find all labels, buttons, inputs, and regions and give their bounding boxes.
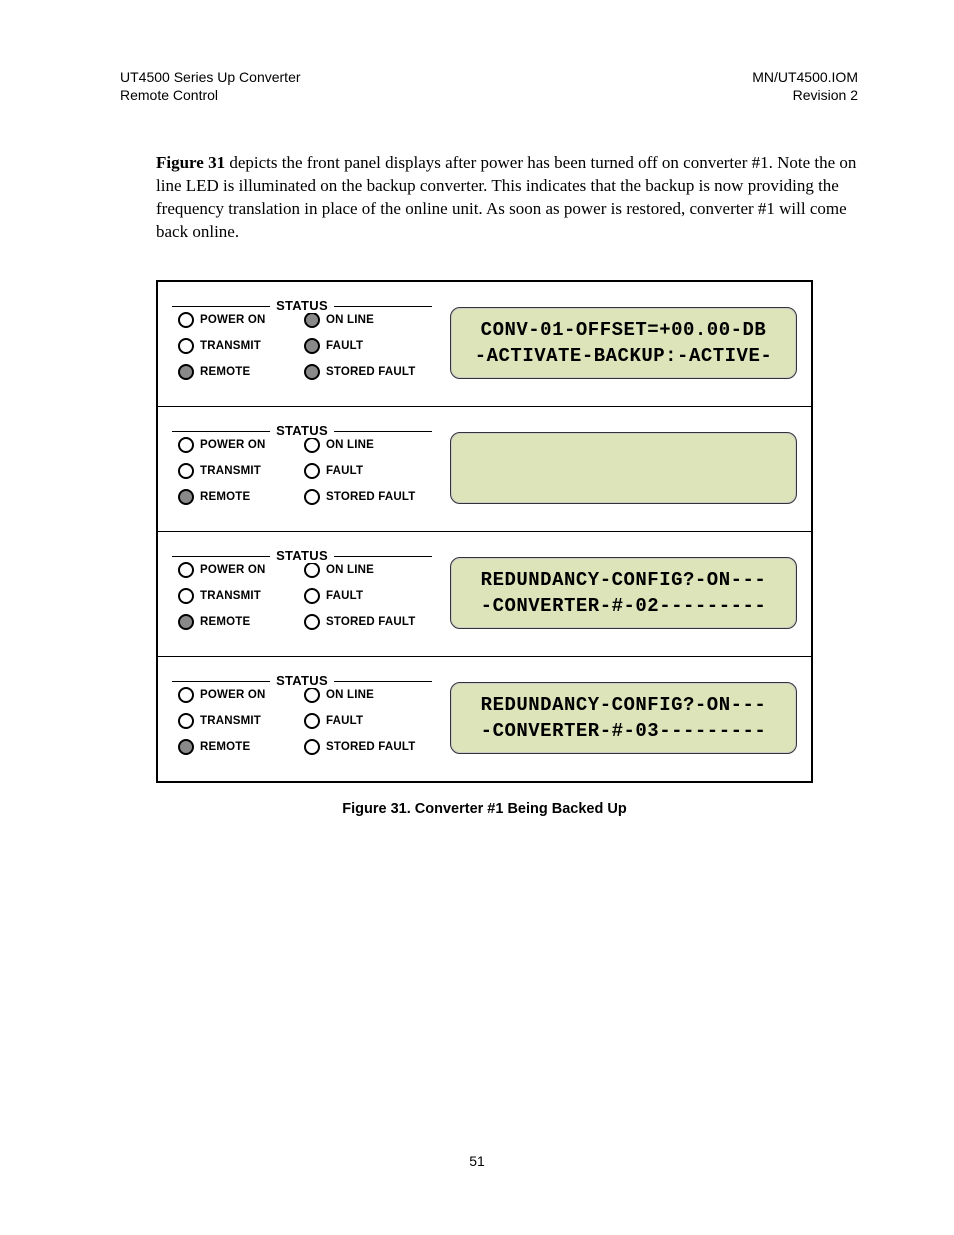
status-title: STATUS xyxy=(270,423,334,438)
led-label-stored-fault: STORED FAULT xyxy=(326,741,416,753)
figure-box: STATUS POWER ON ON LINE TRANSMIT FAULT R… xyxy=(156,280,813,783)
led-label-transmit: TRANSMIT xyxy=(200,590,261,602)
led-transmit xyxy=(178,588,194,604)
led-fault xyxy=(304,588,320,604)
header-docid: MN/UT4500.IOM xyxy=(752,68,858,86)
led-label-remote: REMOTE xyxy=(200,366,250,378)
lcd-display xyxy=(450,432,797,504)
led-label-transmit: TRANSMIT xyxy=(200,715,261,727)
led-label-stored-fault: STORED FAULT xyxy=(326,366,416,378)
lcd-line-1: REDUNDANCY-CONFIG?-ON--- xyxy=(481,567,767,594)
led-power-on xyxy=(178,687,194,703)
led-label-on-line: ON LINE xyxy=(326,439,374,451)
led-label-on-line: ON LINE xyxy=(326,314,374,326)
led-label-power-on: POWER ON xyxy=(200,439,266,451)
header-revision: Revision 2 xyxy=(752,86,858,104)
lcd-display: CONV-01-OFFSET=+00.00-DB -ACTIVATE-BACKU… xyxy=(450,307,797,379)
status-title: STATUS xyxy=(270,548,334,563)
figure-ref: Figure 31 xyxy=(156,153,225,172)
paragraph-text: depicts the front panel displays after p… xyxy=(156,153,856,241)
led-label-remote: REMOTE xyxy=(200,741,250,753)
led-label-power-on: POWER ON xyxy=(200,689,266,701)
led-remote xyxy=(178,489,194,505)
led-label-on-line: ON LINE xyxy=(326,689,374,701)
header-product: UT4500 Series Up Converter xyxy=(120,68,301,86)
converter-panel-4: STATUS POWER ON ON LINE TRANSMIT FAULT R… xyxy=(158,656,811,781)
lcd-display: REDUNDANCY-CONFIG?-ON--- -CONVERTER-#-03… xyxy=(450,682,797,754)
led-label-stored-fault: STORED FAULT xyxy=(326,491,416,503)
led-remote xyxy=(178,739,194,755)
lcd-display: REDUNDANCY-CONFIG?-ON--- -CONVERTER-#-02… xyxy=(450,557,797,629)
led-fault xyxy=(304,338,320,354)
led-on-line xyxy=(304,562,320,578)
lcd-line-2: -CONVERTER-#-02--------- xyxy=(481,593,767,620)
led-on-line xyxy=(304,437,320,453)
led-on-line xyxy=(304,312,320,328)
status-title: STATUS xyxy=(270,673,334,688)
lcd-line-2: -ACTIVATE-BACKUP:-ACTIVE- xyxy=(475,343,773,370)
lcd-line-1: REDUNDANCY-CONFIG?-ON--- xyxy=(481,692,767,719)
led-label-fault: FAULT xyxy=(326,340,363,352)
lcd-line-1: CONV-01-OFFSET=+00.00-DB xyxy=(481,317,767,344)
led-label-power-on: POWER ON xyxy=(200,564,266,576)
led-transmit xyxy=(178,338,194,354)
led-label-remote: REMOTE xyxy=(200,616,250,628)
led-power-on xyxy=(178,437,194,453)
led-power-on xyxy=(178,562,194,578)
status-group: STATUS POWER ON ON LINE TRANSMIT FAULT R… xyxy=(172,298,432,388)
led-fault xyxy=(304,463,320,479)
led-stored-fault xyxy=(304,739,320,755)
led-remote xyxy=(178,614,194,630)
page-number: 51 xyxy=(0,1153,954,1169)
status-group: STATUS POWER ON ON LINE TRANSMIT FAULT R… xyxy=(172,423,432,513)
led-label-on-line: ON LINE xyxy=(326,564,374,576)
led-label-fault: FAULT xyxy=(326,715,363,727)
converter-panel-1: STATUS POWER ON ON LINE TRANSMIT FAULT R… xyxy=(158,282,811,406)
led-label-fault: FAULT xyxy=(326,465,363,477)
header-section: Remote Control xyxy=(120,86,301,104)
status-title: STATUS xyxy=(270,298,334,313)
converter-panel-3: STATUS POWER ON ON LINE TRANSMIT FAULT R… xyxy=(158,531,811,656)
led-power-on xyxy=(178,312,194,328)
body-paragraph: Figure 31 depicts the front panel displa… xyxy=(156,152,858,244)
led-transmit xyxy=(178,463,194,479)
figure-caption: Figure 31. Converter #1 Being Backed Up xyxy=(156,801,813,817)
led-transmit xyxy=(178,713,194,729)
led-stored-fault xyxy=(304,364,320,380)
lcd-line-2: -CONVERTER-#-03--------- xyxy=(481,718,767,745)
led-stored-fault xyxy=(304,489,320,505)
page-header: UT4500 Series Up Converter Remote Contro… xyxy=(120,68,858,104)
led-label-power-on: POWER ON xyxy=(200,314,266,326)
converter-panel-2: STATUS POWER ON ON LINE TRANSMIT FAULT R… xyxy=(158,406,811,531)
led-label-transmit: TRANSMIT xyxy=(200,465,261,477)
led-stored-fault xyxy=(304,614,320,630)
led-on-line xyxy=(304,687,320,703)
led-remote xyxy=(178,364,194,380)
led-label-remote: REMOTE xyxy=(200,491,250,503)
status-group: STATUS POWER ON ON LINE TRANSMIT FAULT R… xyxy=(172,673,432,763)
led-label-stored-fault: STORED FAULT xyxy=(326,616,416,628)
led-label-transmit: TRANSMIT xyxy=(200,340,261,352)
status-group: STATUS POWER ON ON LINE TRANSMIT FAULT R… xyxy=(172,548,432,638)
led-fault xyxy=(304,713,320,729)
led-label-fault: FAULT xyxy=(326,590,363,602)
